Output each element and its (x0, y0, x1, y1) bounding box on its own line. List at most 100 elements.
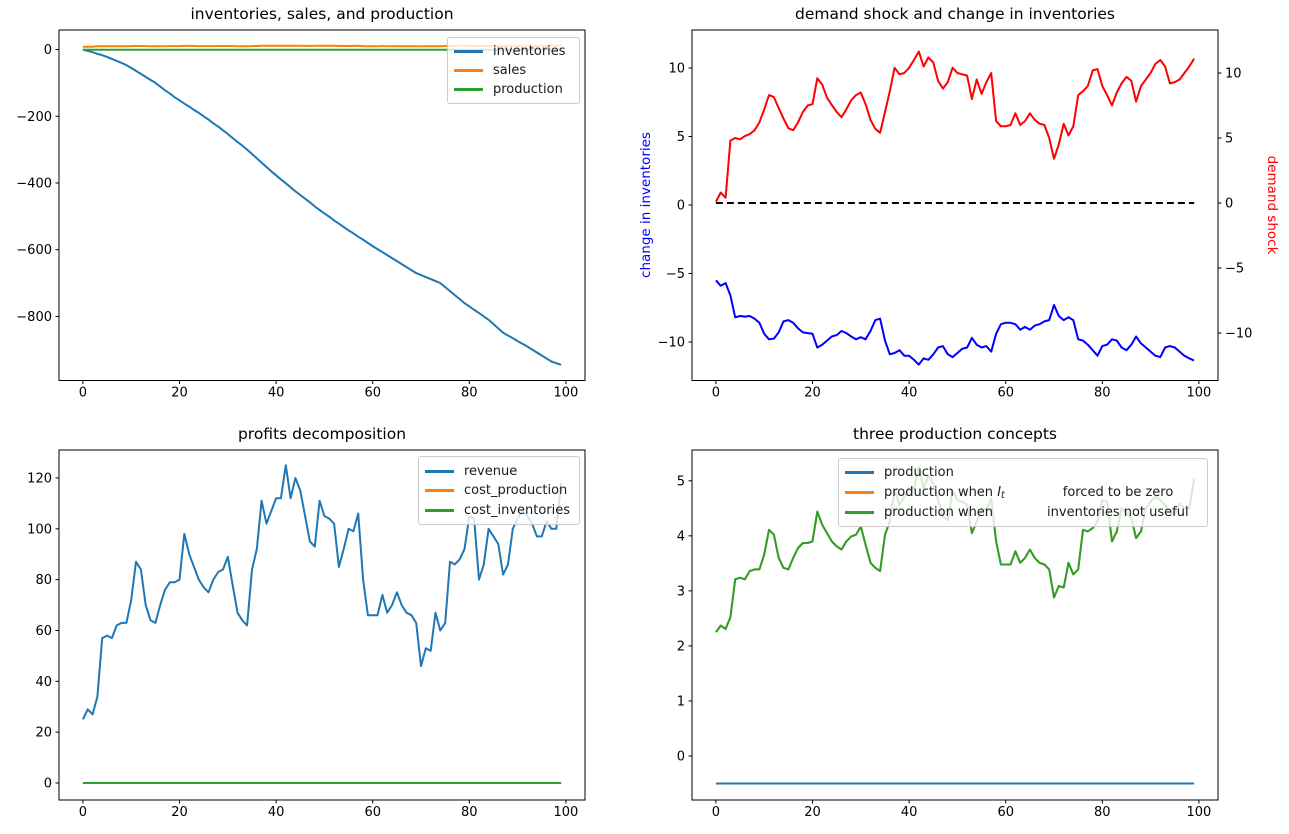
x-tick-label: 60 (364, 386, 381, 401)
y-tick-label: −400 (16, 176, 52, 191)
legend-label: inventories (493, 44, 566, 59)
legend-entry: production (845, 465, 1201, 480)
x-tick-label: 20 (171, 386, 188, 401)
x-tick-label: 80 (1094, 386, 1111, 401)
y-axis-label-demand-shock: demand shock (1264, 155, 1280, 255)
x-tick-label: 0 (712, 805, 720, 820)
legend-label: revenue (464, 463, 518, 479)
series-revenue (81, 464, 563, 720)
y-tick-label: 80 (35, 573, 52, 588)
x-tick-label: 60 (997, 805, 1014, 820)
legend-entry: production when It forced to be zero (845, 485, 1201, 501)
legend-entry: inventories (454, 44, 573, 59)
legend-subplot-0: inventories sales production (447, 37, 580, 104)
y-tick-label: 0 (44, 776, 52, 791)
legend-line-sample (454, 50, 483, 53)
y-tick-label: 2 (677, 639, 685, 654)
y-tick-right-label: −10 (1225, 327, 1252, 342)
y-tick-label: 40 (35, 675, 52, 690)
subplot-title-three-production-concepts: three production concepts (853, 425, 1057, 443)
subplot-axes-2: 0 20 40 60 80 100 0 20 40 60 80 100 120 (27, 449, 586, 820)
x-tick-label: 0 (79, 386, 87, 401)
subplot-title-demand-shock: demand shock and change in inventories (795, 5, 1115, 23)
y-tick-label: 0 (44, 43, 52, 58)
subplot-title-inventories-sales-production: inventories, sales, and production (190, 5, 454, 23)
y-tick-label: −800 (16, 310, 52, 325)
subplot-axes-0: 0 20 40 60 80 100 0 −200 −400 −600 −800 (16, 29, 586, 401)
legend-label: production when It forced to be zero (884, 484, 1174, 501)
y-tick-label: −200 (16, 110, 52, 125)
legend-label: sales (493, 63, 527, 78)
legend-label: production (493, 82, 563, 97)
y-tick-label: 0 (677, 198, 685, 213)
x-tick-label: 20 (804, 386, 821, 401)
y-tick-label: −5 (666, 267, 685, 282)
legend-line-sample (425, 489, 454, 492)
y-tick-label: 1 (677, 694, 685, 709)
y-tick-label: 120 (27, 471, 52, 486)
legend-line-sample (425, 469, 454, 473)
x-tick-label: 0 (79, 805, 87, 820)
y-tick-label: 100 (27, 522, 52, 537)
axes-frame (58, 449, 586, 801)
x-tick-label: 100 (554, 805, 579, 820)
legend-line-sample (454, 69, 483, 72)
y-tick-label: 4 (677, 529, 685, 544)
legend-line-sample (845, 491, 874, 494)
legend-entry: sales (454, 63, 573, 78)
series-demand-shock (715, 50, 1195, 203)
y-tick-label: 60 (35, 624, 52, 639)
x-tick-label: 20 (171, 805, 188, 820)
y-tick-label: 5 (677, 130, 685, 145)
x-tick-label: 100 (1187, 386, 1212, 401)
x-tick-label: 20 (804, 805, 821, 820)
legend-entry: production when inventories not useful (845, 505, 1201, 520)
axes-frame (691, 29, 1219, 381)
legend-entry: production (454, 82, 573, 97)
legend-label: cost_production (464, 483, 568, 498)
legend-subplot-3: production production when It forced to be… (838, 458, 1208, 527)
y-tick-right-label: 10 (1225, 67, 1242, 82)
y-tick-right-label: 5 (1225, 132, 1233, 147)
y-tick-label: 3 (677, 584, 685, 599)
axes-frame (691, 449, 1219, 801)
x-tick-label: 40 (901, 386, 918, 401)
y-tick-label: 5 (677, 474, 685, 489)
legend-label: production when inventories not useful (884, 504, 1189, 520)
x-tick-label: 80 (461, 805, 478, 820)
x-tick-label: 40 (901, 805, 918, 820)
x-tick-label: 40 (268, 386, 285, 401)
legend-entry: revenue (425, 464, 573, 479)
legend-line-sample (845, 510, 874, 514)
legend-line-sample (454, 88, 483, 91)
x-tick-label: 40 (268, 805, 285, 820)
y-tick-right-label: −5 (1225, 262, 1244, 277)
y-tick-label: 0 (677, 749, 685, 764)
y-tick-label: 10 (668, 61, 685, 76)
series-inventories (82, 48, 562, 366)
legend-entry: cost_inventories (425, 503, 573, 518)
x-tick-label: 100 (554, 386, 579, 401)
legend-label: cost_inventories (464, 502, 571, 518)
legend-entry: cost_production (425, 483, 573, 498)
x-tick-label: 60 (364, 805, 381, 820)
x-tick-label: 0 (712, 386, 720, 401)
subplot-title-profits-decomposition: profits decomposition (237, 425, 407, 443)
y-tick-label: −600 (16, 243, 52, 258)
subplot-axes-1: 0 20 40 60 80 100 10 5 0 −5 −10 10 5 0 −5 −10 (658, 29, 1252, 401)
y-tick-label: 20 (35, 726, 52, 741)
legend-line-sample (425, 508, 454, 512)
x-tick-label: 100 (1187, 805, 1212, 820)
legend-line-sample (845, 471, 874, 475)
legend-subplot-2: revenue cost_production cost_inventories (418, 456, 580, 525)
legend-label: production (884, 465, 954, 481)
x-tick-label: 80 (461, 386, 478, 401)
x-tick-label: 80 (1094, 805, 1111, 820)
y-axis-label-change-in-inventories: change in inventories (638, 132, 654, 278)
series-change-in-inventories (715, 279, 1195, 366)
x-tick-label: 60 (997, 386, 1014, 401)
axes-frame (58, 29, 586, 381)
y-tick-right-label: 0 (1225, 197, 1233, 212)
y-tick-label: −10 (658, 335, 685, 350)
